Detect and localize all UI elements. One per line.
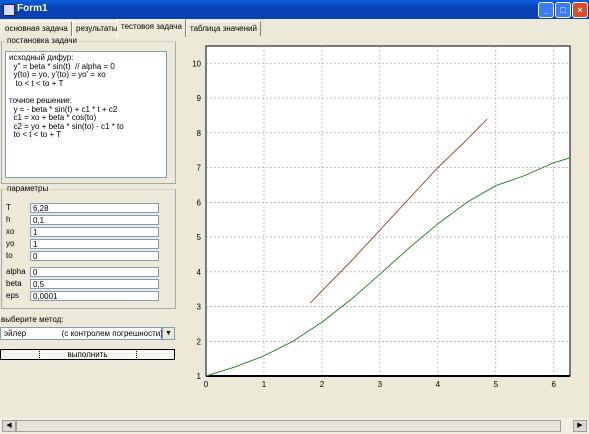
y-tick-label: 4 bbox=[197, 268, 202, 277]
window-title: Form1 bbox=[17, 3, 48, 14]
params-group-title: параметры bbox=[5, 184, 51, 193]
params-group: параметры T 6,28 h 0,1 xo 1 yo 1 to 0 al… bbox=[1, 184, 176, 309]
y-tick-label: 10 bbox=[192, 59, 201, 68]
chevron-down-icon[interactable]: ▼ bbox=[162, 327, 175, 340]
y-tick-label: 5 bbox=[197, 233, 202, 242]
scroll-left-icon[interactable]: ◀ bbox=[2, 420, 16, 432]
maximize-button[interactable]: □ bbox=[555, 2, 571, 18]
tab-value-table[interactable]: таблица значений bbox=[186, 21, 261, 36]
y-tick-label: 3 bbox=[197, 303, 202, 312]
series-line-1 bbox=[309, 118, 488, 304]
param-label-eps: eps bbox=[6, 291, 19, 300]
param-input-T[interactable]: 6,28 bbox=[30, 203, 159, 213]
chart-frame: 0 1 2 3 4 5 6 1 2 3 4 5 6 7 8 9 10 bbox=[182, 38, 582, 403]
problem-group-title: постановка задачи bbox=[5, 36, 79, 45]
y-tick-label: 2 bbox=[197, 337, 202, 346]
param-label-alpha: alpha bbox=[6, 267, 26, 276]
plot-area bbox=[205, 45, 571, 377]
horizontal-scrollbar[interactable]: ◀ ▶ bbox=[0, 418, 589, 434]
y-tick-label: 6 bbox=[197, 198, 202, 207]
series-line-0 bbox=[205, 157, 571, 377]
title-bar: Form1 _ □ × bbox=[0, 0, 589, 19]
param-input-eps[interactable]: 0,0001 bbox=[30, 291, 159, 301]
problem-group: постановка задачи исходный дифур: y'' = … bbox=[1, 36, 176, 184]
param-label-h: h bbox=[6, 215, 11, 224]
x-tick-label: 5 bbox=[494, 380, 499, 389]
minimize-button[interactable]: _ bbox=[538, 2, 554, 18]
y-tick-label: 1 bbox=[197, 372, 202, 381]
scroll-right-icon[interactable]: ▶ bbox=[573, 420, 587, 432]
param-label-xo: xo bbox=[6, 227, 15, 236]
x-tick-label: 1 bbox=[262, 380, 267, 389]
param-input-beta[interactable]: 0,5 bbox=[30, 279, 159, 289]
close-button[interactable]: × bbox=[572, 2, 588, 18]
run-button[interactable]: выполнить bbox=[0, 349, 175, 360]
method-label: выберите метод: bbox=[1, 315, 64, 324]
method-select[interactable]: эйлер (с контролем погрешности) bbox=[0, 327, 163, 340]
param-label-beta: beta bbox=[6, 279, 22, 288]
x-tick-label: 4 bbox=[436, 380, 441, 389]
y-tick-label: 9 bbox=[197, 94, 202, 103]
scroll-thumb[interactable] bbox=[16, 420, 561, 432]
param-label-to: to bbox=[6, 251, 13, 260]
param-label-T: T bbox=[6, 203, 11, 212]
y-tick-label: 7 bbox=[197, 164, 202, 173]
problem-memo[interactable]: исходный дифур: y'' = beta * sin(t) // a… bbox=[5, 51, 167, 178]
param-input-yo[interactable]: 1 bbox=[30, 239, 159, 249]
app-icon bbox=[3, 4, 15, 16]
tab-main-task[interactable]: основная задача bbox=[1, 21, 72, 36]
param-input-xo[interactable]: 1 bbox=[30, 227, 159, 237]
run-button-label: выполнить bbox=[38, 349, 137, 360]
param-input-h[interactable]: 0,1 bbox=[30, 215, 159, 225]
x-tick-label: 0 bbox=[204, 380, 209, 389]
param-label-yo: yo bbox=[6, 239, 15, 248]
x-tick-label: 3 bbox=[378, 380, 383, 389]
tab-test-task[interactable]: тестовоя задача bbox=[117, 19, 186, 37]
x-tick-label: 6 bbox=[552, 380, 557, 389]
tab-strip: основная задача результаты тестовоя зада… bbox=[0, 19, 589, 37]
y-tick-label: 8 bbox=[197, 129, 202, 138]
param-input-to[interactable]: 0 bbox=[30, 251, 159, 261]
param-input-alpha[interactable]: 0 bbox=[30, 267, 159, 277]
x-tick-label: 2 bbox=[320, 380, 325, 389]
tab-results[interactable]: результаты bbox=[72, 21, 122, 36]
